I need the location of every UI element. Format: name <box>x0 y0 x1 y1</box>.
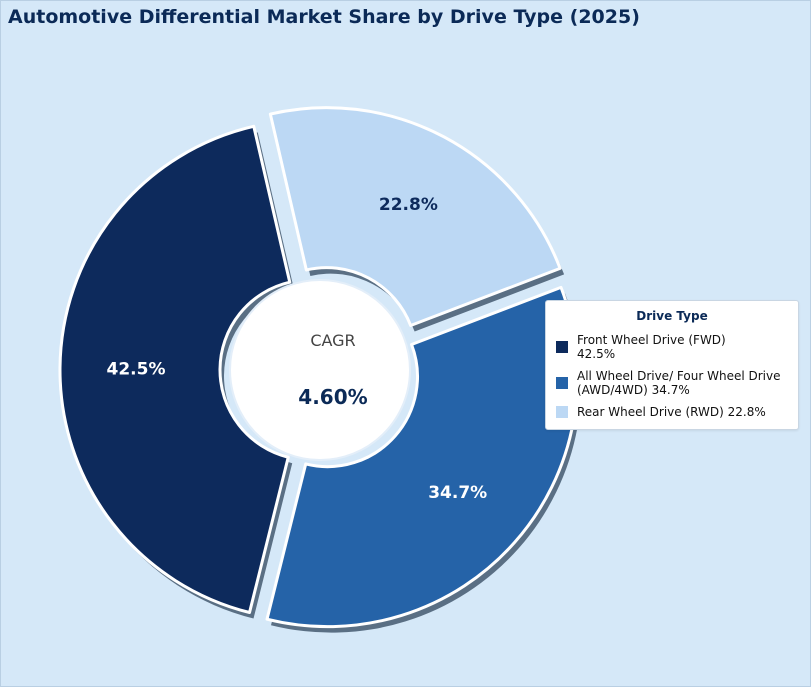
legend-text-awd: All Wheel Drive/ Four Wheel Drive (AWD/4… <box>577 369 780 397</box>
legend-text-fwd: Front Wheel Drive (FWD) 42.5% <box>577 333 726 361</box>
legend-line: All Wheel Drive/ Four Wheel Drive <box>577 369 781 383</box>
legend: Drive Type Front Wheel Drive (FWD) 42.5%… <box>545 300 799 430</box>
legend-swatch-fwd <box>556 341 568 353</box>
legend-line: Front Wheel Drive (FWD) <box>577 333 726 347</box>
legend-text-rwd: Rear Wheel Drive (RWD) 22.8% <box>577 405 766 419</box>
legend-line: Rear Wheel Drive (RWD) 22.8% <box>577 405 766 419</box>
legend-swatch-awd <box>556 377 568 389</box>
pie-slices <box>58 106 579 629</box>
pie-slice-label-fwd: 42.5% <box>107 359 166 379</box>
pie-slice-fwd <box>58 124 292 614</box>
center-cagr-value: 4.60% <box>298 385 367 409</box>
legend-item-rwd: Rear Wheel Drive (RWD) 22.8% <box>556 405 788 419</box>
legend-item-awd: All Wheel Drive/ Four Wheel Drive (AWD/4… <box>556 369 788 397</box>
legend-item-fwd: Front Wheel Drive (FWD) 42.5% <box>556 333 788 361</box>
pie-slice-rwd <box>268 106 562 328</box>
legend-line: 42.5% <box>577 347 616 361</box>
legend-title: Drive Type <box>636 309 708 323</box>
donut-center-hole <box>229 279 411 461</box>
legend-line: (AWD/4WD) 34.7% <box>577 383 690 397</box>
center-cagr-label: CAGR <box>310 331 355 350</box>
pie-labels: 42.5% 34.7% 22.8% <box>107 195 488 503</box>
legend-swatch-rwd <box>556 406 568 418</box>
pie-slice-label-rwd: 22.8% <box>379 195 438 215</box>
pie-slice-label-awd: 34.7% <box>428 483 487 503</box>
chart-title: Automotive Differential Market Share by … <box>8 6 640 28</box>
